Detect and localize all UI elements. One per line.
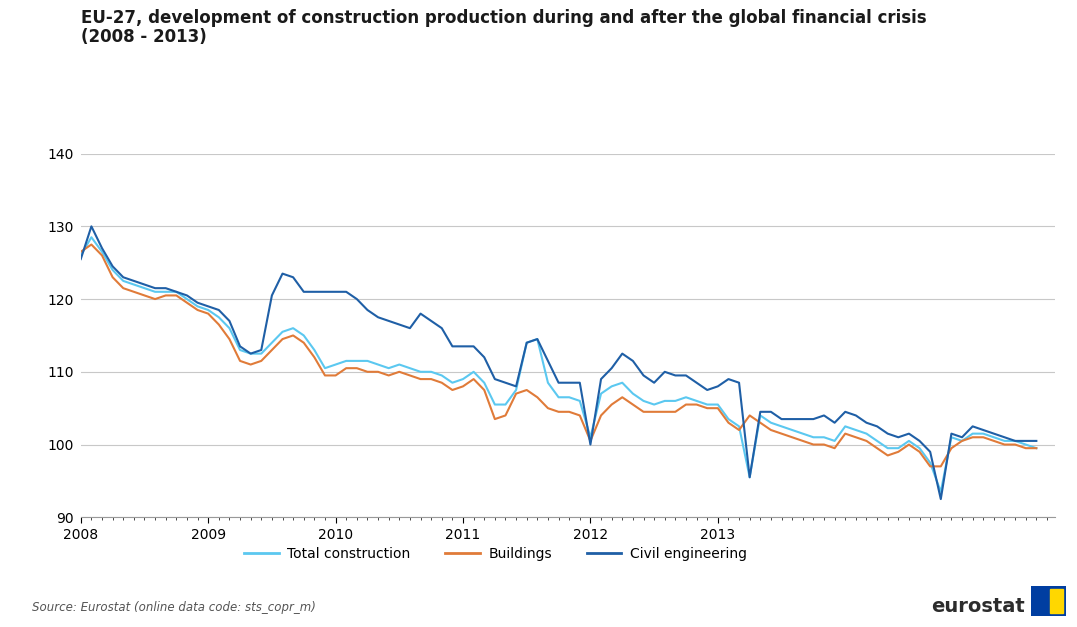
Text: eurostat: eurostat [932, 597, 1025, 616]
Legend: Total construction, Buildings, Civil engineering: Total construction, Buildings, Civil eng… [239, 542, 752, 567]
Text: EU-27, development of construction production during and after the global financ: EU-27, development of construction produ… [81, 9, 926, 28]
Text: (2008 - 2013): (2008 - 2013) [81, 28, 207, 46]
Text: Source: Eurostat (online data code: sts_copr_m): Source: Eurostat (online data code: sts_… [32, 601, 317, 614]
Bar [1050, 589, 1063, 613]
